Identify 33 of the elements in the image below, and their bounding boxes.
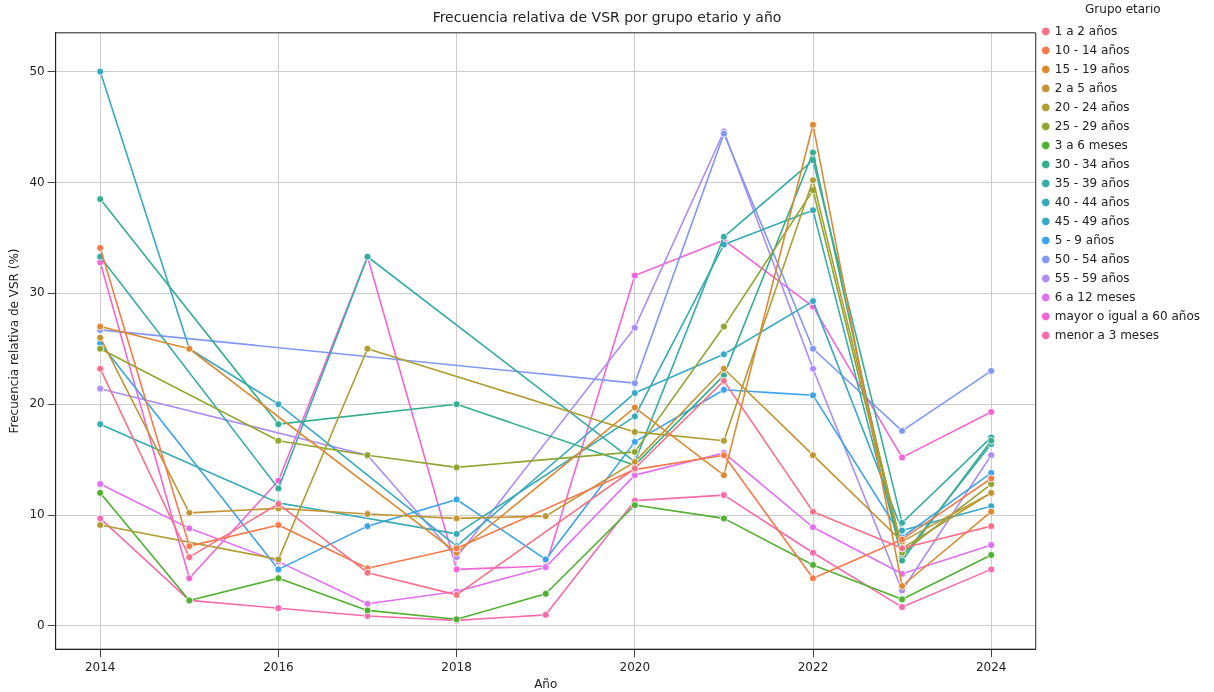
- legend-label: 40 - 44 años: [1054, 194, 1130, 209]
- y-tick-label: 40: [29, 174, 45, 189]
- legend-label: 2 a 5 años: [1054, 80, 1118, 95]
- legend-label: 6 a 12 meses: [1054, 289, 1136, 304]
- legend-label: 5 - 9 años: [1054, 232, 1115, 247]
- legend-label: 55 - 59 años: [1054, 270, 1130, 285]
- y-tick-label: 50: [29, 63, 45, 78]
- legend-label: 15 - 19 años: [1054, 61, 1130, 76]
- x-tick-label: 2018: [441, 659, 472, 674]
- y-tick-label: 10: [29, 507, 45, 522]
- legend-label: 10 - 14 años: [1054, 42, 1130, 57]
- legend-label: menor a 3 meses: [1054, 327, 1160, 342]
- y-axis-title: Frecuencia relativa de VSR (%): [7, 248, 22, 434]
- x-tick-label: 2016: [263, 659, 294, 674]
- y-tick-label: 30: [29, 285, 45, 300]
- legend-label: 25 - 29 años: [1054, 118, 1130, 133]
- legend-label: mayor o igual a 60 años: [1054, 308, 1201, 323]
- x-tick-label: 2022: [797, 659, 829, 674]
- legend-label: 1 a 2 años: [1054, 23, 1118, 38]
- legend-title: Grupo etario: [1085, 2, 1161, 17]
- y-tick-label: 0: [37, 618, 45, 633]
- legend-label: 35 - 39 años: [1054, 175, 1130, 190]
- y-tick-label: 20: [29, 396, 45, 411]
- x-tick-label: 2024: [975, 659, 1007, 674]
- legend-label: 20 - 24 años: [1054, 99, 1130, 114]
- chart-title: Frecuencia relativa de VSR por grupo etario y año: [432, 9, 782, 26]
- legend-label: 30 - 34 años: [1054, 156, 1130, 171]
- x-axis-title: Año: [534, 676, 558, 691]
- x-tick-label: 2014: [84, 659, 116, 674]
- x-tick-label: 2020: [619, 659, 651, 674]
- legend-label: 3 a 6 meses: [1054, 137, 1128, 152]
- legend-label: 50 - 54 años: [1054, 251, 1130, 266]
- legend-label: 45 - 49 años: [1054, 213, 1130, 228]
